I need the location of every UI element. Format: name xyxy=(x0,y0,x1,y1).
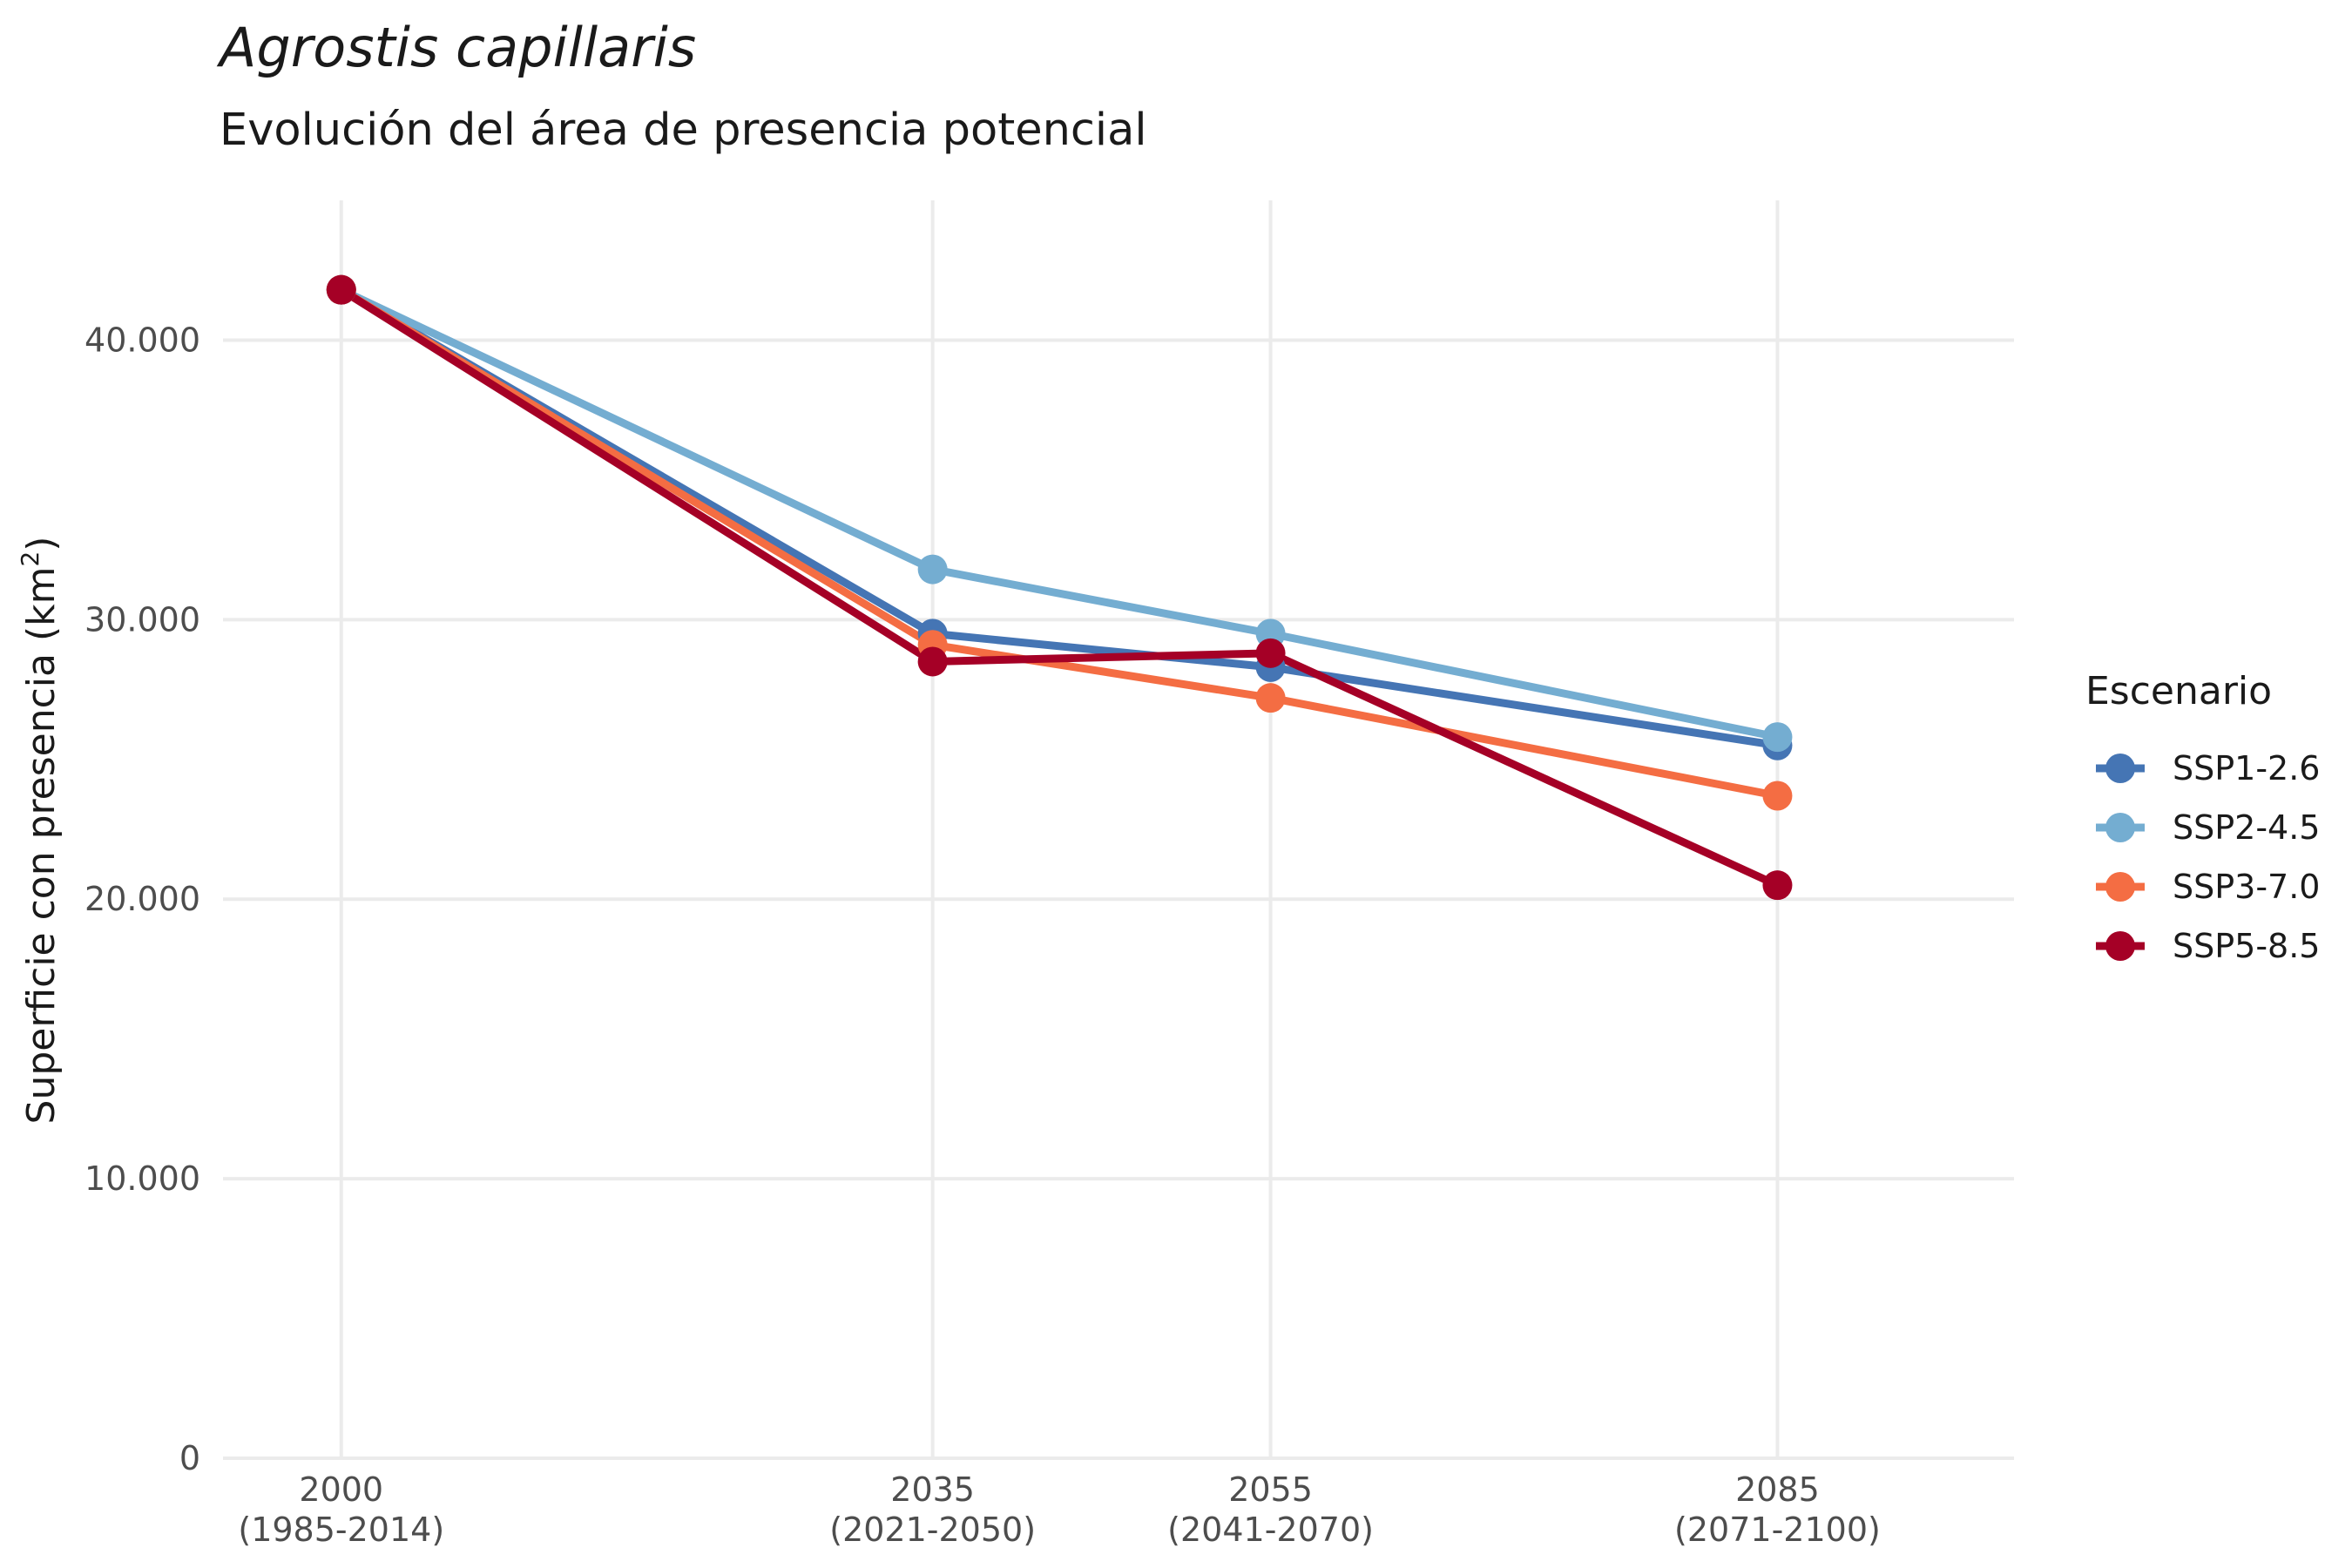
legend-key-point xyxy=(2105,872,2135,902)
series-points-ssp1-2.6 xyxy=(326,274,1793,760)
legend-key-point xyxy=(2105,754,2135,783)
data-point xyxy=(326,274,356,305)
y-axis-label: Superficie con presencia (km2) xyxy=(16,537,64,1125)
series-points-ssp5-8.5 xyxy=(326,274,1793,901)
x-tick-label: 2055 xyxy=(1228,1470,1313,1509)
y-tick-label: 20.000 xyxy=(84,880,200,918)
legend-key-point xyxy=(2105,931,2135,961)
data-point xyxy=(1762,722,1793,753)
data-point xyxy=(1255,638,1286,668)
legend-item: SSP2-4.5 xyxy=(2096,808,2320,847)
series-line xyxy=(337,286,1781,741)
series-points-ssp3-7.0 xyxy=(326,274,1793,811)
x-tick-label: 2000 xyxy=(299,1470,383,1509)
x-tick-label: 2035 xyxy=(890,1470,975,1509)
series-ssp2-4.5 xyxy=(337,286,1781,741)
legend-label: SSP3-7.0 xyxy=(2173,868,2320,906)
data-point xyxy=(917,554,948,585)
x-tick-sublabel: (2021-2050) xyxy=(829,1511,1036,1549)
y-tick-label: 40.000 xyxy=(84,321,200,359)
legend-label: SSP5-8.5 xyxy=(2173,927,2320,965)
legend-title: Escenario xyxy=(2085,669,2272,713)
y-tick-label: 10.000 xyxy=(84,1159,200,1198)
x-tick-sublabel: (2071-2100) xyxy=(1674,1511,1881,1549)
legend-label: SSP1-2.6 xyxy=(2173,749,2320,787)
legend-item: SSP5-8.5 xyxy=(2096,927,2320,965)
y-axis-label-main: Superficie con presencia (km xyxy=(19,567,64,1125)
y-axis-ticks: 0 10.000 20.000 30.000 40.000 xyxy=(84,321,200,1477)
series-ssp1-2.6 xyxy=(337,286,1781,750)
chart-subtitle: Evolución del área de presencia potencia… xyxy=(220,105,1147,156)
x-tick-sublabel: (2041-2070) xyxy=(1167,1511,1374,1549)
legend-item: SSP3-7.0 xyxy=(2096,868,2320,906)
y-tick-label: 30.000 xyxy=(84,600,200,639)
series-layer xyxy=(326,274,1793,901)
chart-title: Agrostis capillaris xyxy=(220,16,697,79)
series-line xyxy=(337,286,1781,750)
legend: Escenario SSP1-2.6 SSP2-4.5 SSP3-7.0 SSP5-8… xyxy=(2085,669,2320,965)
y-axis-label-superscript: 2 xyxy=(16,551,44,567)
x-tick-sublabel: (1985-2014) xyxy=(238,1511,444,1549)
series-line xyxy=(337,286,1781,800)
y-axis-label-close: ) xyxy=(19,537,64,551)
data-point xyxy=(1762,870,1793,901)
x-axis-ticks: 2000(1985-2014) 2035(2021-2050) 2055(2041-… xyxy=(238,1470,1880,1549)
data-point xyxy=(1762,781,1793,811)
y-tick-label: 0 xyxy=(179,1439,200,1477)
series-points-ssp2-4.5 xyxy=(326,274,1793,753)
legend-key-point xyxy=(2105,813,2135,842)
series-line xyxy=(337,286,1781,889)
legend-item: SSP1-2.6 xyxy=(2096,749,2320,787)
series-ssp5-8.5 xyxy=(337,286,1781,889)
data-point xyxy=(917,646,948,677)
data-point xyxy=(1255,683,1286,713)
series-ssp3-7.0 xyxy=(337,286,1781,800)
legend-label: SSP2-4.5 xyxy=(2173,808,2320,847)
x-tick-label: 2085 xyxy=(1735,1470,1820,1509)
grid-lines xyxy=(223,200,2014,1460)
